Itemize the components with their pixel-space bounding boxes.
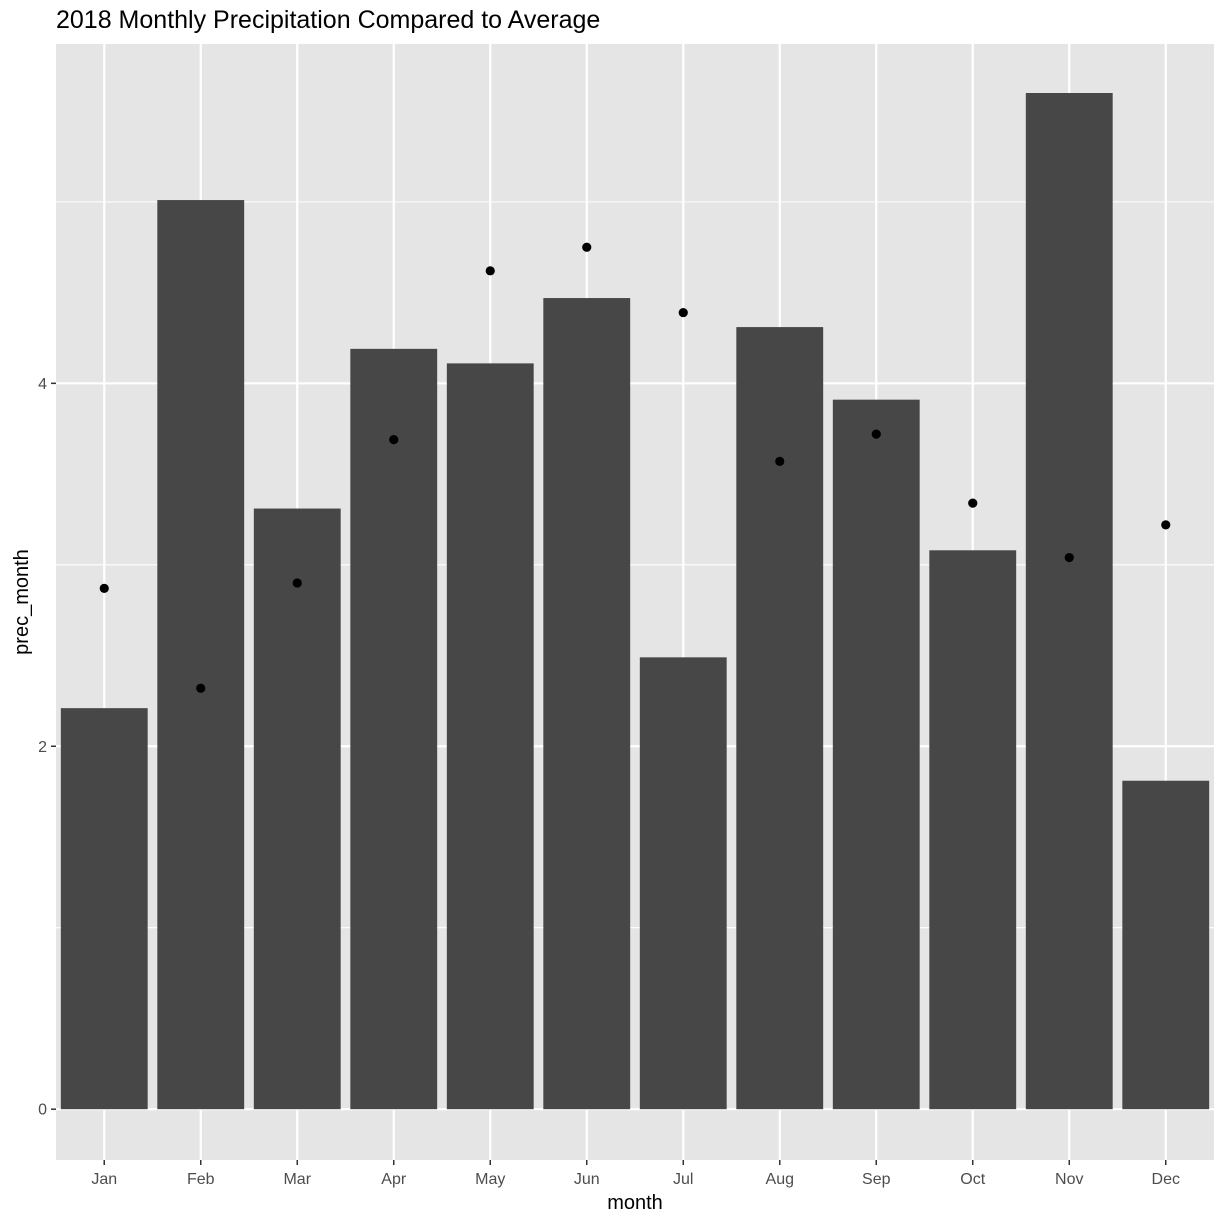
bar-may: [446, 363, 534, 1110]
bar-dec: [1122, 780, 1210, 1110]
point-may: [485, 266, 495, 276]
point-aug: [775, 456, 785, 466]
point-series: [99, 242, 1171, 693]
y-tick-label: 0: [38, 1102, 47, 1119]
chart-title: 2018 Monthly Precipitation Compared to A…: [56, 6, 601, 34]
y-axis-title: prec_month: [11, 549, 33, 655]
x-tick-label: Oct: [960, 1171, 985, 1188]
x-tick-label: Feb: [187, 1171, 215, 1188]
x-tick-label: Apr: [381, 1171, 407, 1188]
grid-minor: [56, 201, 1214, 929]
x-axis: Jan Feb Mar Apr May Jun Jul Aug Sep Oct Nov Dec: [91, 1160, 1180, 1188]
x-tick-label: Aug: [766, 1171, 794, 1188]
point-apr: [389, 434, 399, 445]
bar-jun: [543, 298, 631, 1110]
x-tick-label: Nov: [1055, 1171, 1083, 1188]
point-jun: [582, 242, 592, 252]
point-dec: [1161, 520, 1171, 530]
x-axis-title: month: [607, 1192, 663, 1214]
x-tick-label: Dec: [1152, 1171, 1180, 1188]
x-tick-label: Jul: [673, 1171, 693, 1188]
bar-oct: [929, 550, 1017, 1110]
point-mar: [292, 578, 302, 588]
point-nov: [1064, 552, 1074, 563]
bar-jan: [60, 708, 148, 1110]
bar-nov: [1025, 92, 1113, 1110]
bar-series: [60, 92, 1210, 1110]
x-tick-label: Jan: [91, 1171, 117, 1188]
plot-panel: [56, 44, 1214, 1160]
point-jul: [678, 307, 688, 318]
point-oct: [968, 498, 978, 508]
bar-feb: [157, 200, 245, 1110]
bar-apr: [350, 348, 438, 1110]
point-feb: [196, 683, 206, 693]
y-tick-label: 4: [38, 376, 47, 393]
bar-aug: [736, 327, 824, 1110]
x-tick-label: Sep: [862, 1171, 891, 1188]
y-tick-label: 2: [38, 739, 47, 756]
y-axis: 0 2 4: [38, 376, 56, 1119]
point-jan: [99, 583, 109, 593]
x-tick-label: May: [475, 1171, 505, 1188]
bar-mar: [253, 508, 341, 1110]
x-tick-label: Mar: [283, 1171, 311, 1188]
point-sep: [871, 429, 881, 439]
bar-sep: [832, 399, 920, 1110]
x-tick-label: Jun: [574, 1171, 600, 1188]
bar-jul: [639, 657, 727, 1110]
